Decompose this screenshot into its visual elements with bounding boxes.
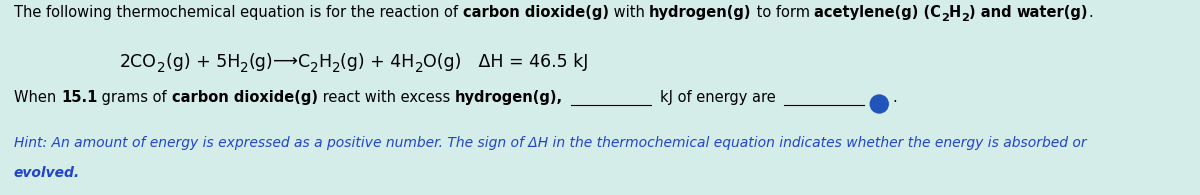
Text: to form: to form	[751, 5, 815, 20]
Text: .: .	[1088, 5, 1093, 20]
Text: 2: 2	[240, 61, 248, 75]
Text: kJ of energy are: kJ of energy are	[660, 90, 776, 105]
Text: carbon dioxide(g): carbon dioxide(g)	[172, 90, 318, 105]
Text: ΔH = 46.5 kJ: ΔH = 46.5 kJ	[462, 53, 588, 71]
Text: 2: 2	[961, 13, 970, 23]
Text: 2: 2	[415, 61, 424, 75]
Text: When: When	[14, 90, 61, 105]
Text: ) and: ) and	[970, 5, 1016, 20]
Text: The following thermochemical equation is for the reaction of: The following thermochemical equation is…	[14, 5, 463, 20]
Text: .: .	[893, 90, 898, 105]
Text: Hint: An amount of energy is expressed as a positive number. The sign of ΔH in t: Hint: An amount of energy is expressed a…	[14, 136, 1087, 150]
Text: react with excess: react with excess	[318, 90, 455, 105]
Text: C: C	[298, 53, 310, 71]
Text: hydrogen(g): hydrogen(g)	[649, 5, 751, 20]
Ellipse shape	[870, 95, 888, 113]
Text: 15.1: 15.1	[61, 90, 97, 105]
Text: acetylene(g) (C: acetylene(g) (C	[815, 5, 941, 20]
Text: water(g): water(g)	[1016, 5, 1088, 20]
Text: ⟶: ⟶	[274, 53, 298, 71]
Text: H: H	[949, 5, 961, 20]
Text: O(g): O(g)	[424, 53, 462, 71]
Text: hydrogen(g),: hydrogen(g),	[455, 90, 563, 105]
Text: 2: 2	[332, 61, 341, 75]
Text: (g) + 5H: (g) + 5H	[166, 53, 240, 71]
Text: 2: 2	[941, 13, 949, 23]
Text: 2: 2	[157, 61, 166, 75]
Text: (g) + 4H: (g) + 4H	[341, 53, 415, 71]
Text: H: H	[319, 53, 332, 71]
Text: grams of: grams of	[97, 90, 172, 105]
Text: (g): (g)	[248, 53, 274, 71]
Text: with: with	[608, 5, 649, 20]
Text: 2CO: 2CO	[120, 53, 157, 71]
Text: 2: 2	[310, 61, 319, 75]
Text: carbon dioxide(g): carbon dioxide(g)	[463, 5, 608, 20]
Text: evolved.: evolved.	[14, 166, 80, 180]
